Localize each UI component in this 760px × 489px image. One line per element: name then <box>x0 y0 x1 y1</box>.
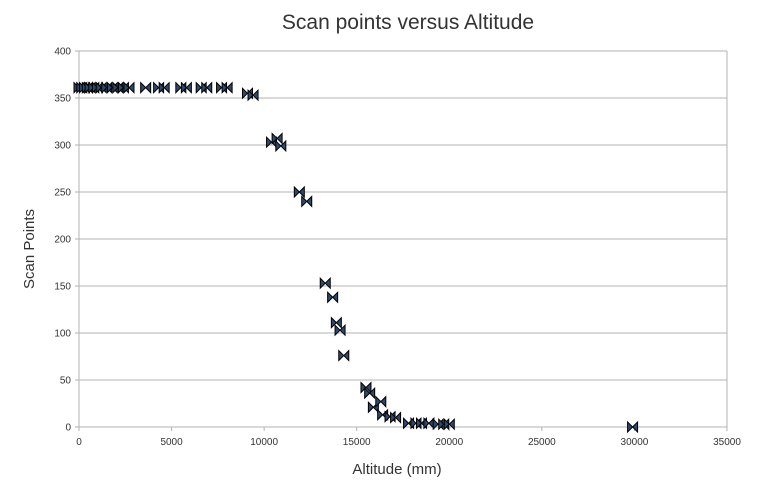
y-tick-label: 200 <box>54 235 71 246</box>
data-point-43 <box>416 417 428 430</box>
x-tick-label: 30000 <box>621 437 649 448</box>
data-point-17 <box>180 81 192 94</box>
data-point-21 <box>221 81 233 94</box>
data-point-32 <box>334 323 346 337</box>
data-point-15 <box>158 81 170 94</box>
data-point-27 <box>293 185 305 199</box>
x-tick-label: 15000 <box>343 437 371 448</box>
data-point-29 <box>319 276 331 290</box>
data-point-12 <box>123 81 135 94</box>
chart-title: Scan points versus Altitude <box>282 11 534 34</box>
y-tick-labels: 0 50 100 150 200 250 300 350 400 <box>54 47 71 434</box>
y-tick-label: 150 <box>54 282 71 293</box>
data-point-23 <box>247 88 259 102</box>
y-tick-label: 350 <box>54 94 71 105</box>
x-tick-label: 10000 <box>250 437 278 448</box>
axes <box>75 50 728 431</box>
data-point-30 <box>327 291 339 304</box>
data-point-35 <box>364 386 376 400</box>
data-point-19 <box>201 81 213 94</box>
x-axis-title: Altitude (mm) <box>352 461 441 478</box>
y-tick-label: 300 <box>54 141 71 152</box>
gridlines <box>79 50 727 381</box>
x-tick-label: 5000 <box>160 437 183 448</box>
x-tick-label: 25000 <box>528 437 556 448</box>
x-tick-labels: 0 5000 10000 15000 20000 25000 30000 35000 <box>76 437 741 448</box>
y-axis-title: Scan Points <box>21 209 38 289</box>
x-tick-label: 20000 <box>435 437 463 448</box>
data-point-13 <box>140 81 152 94</box>
data-point-41 <box>403 417 415 430</box>
data-point-25 <box>271 132 283 145</box>
y-tick-label: 50 <box>60 376 72 387</box>
data-point-28 <box>301 195 313 208</box>
data-point-44 <box>423 417 435 430</box>
data-point-38 <box>377 408 389 421</box>
data-points <box>73 81 639 434</box>
x-tick-label: 35000 <box>713 437 741 448</box>
data-point-26 <box>275 139 287 153</box>
data-point-48 <box>627 420 639 434</box>
y-tick-label: 100 <box>54 329 71 340</box>
x-tick-label: 0 <box>76 437 82 448</box>
data-point-37 <box>375 395 387 408</box>
y-tick-label: 0 <box>65 423 71 434</box>
y-tick-label: 250 <box>54 188 71 199</box>
data-point-31 <box>330 316 342 329</box>
y-tick-label: 400 <box>54 47 71 58</box>
data-point-34 <box>360 381 372 394</box>
data-point-33 <box>338 349 350 362</box>
data-point-40 <box>390 411 402 424</box>
data-point-47 <box>443 417 455 431</box>
